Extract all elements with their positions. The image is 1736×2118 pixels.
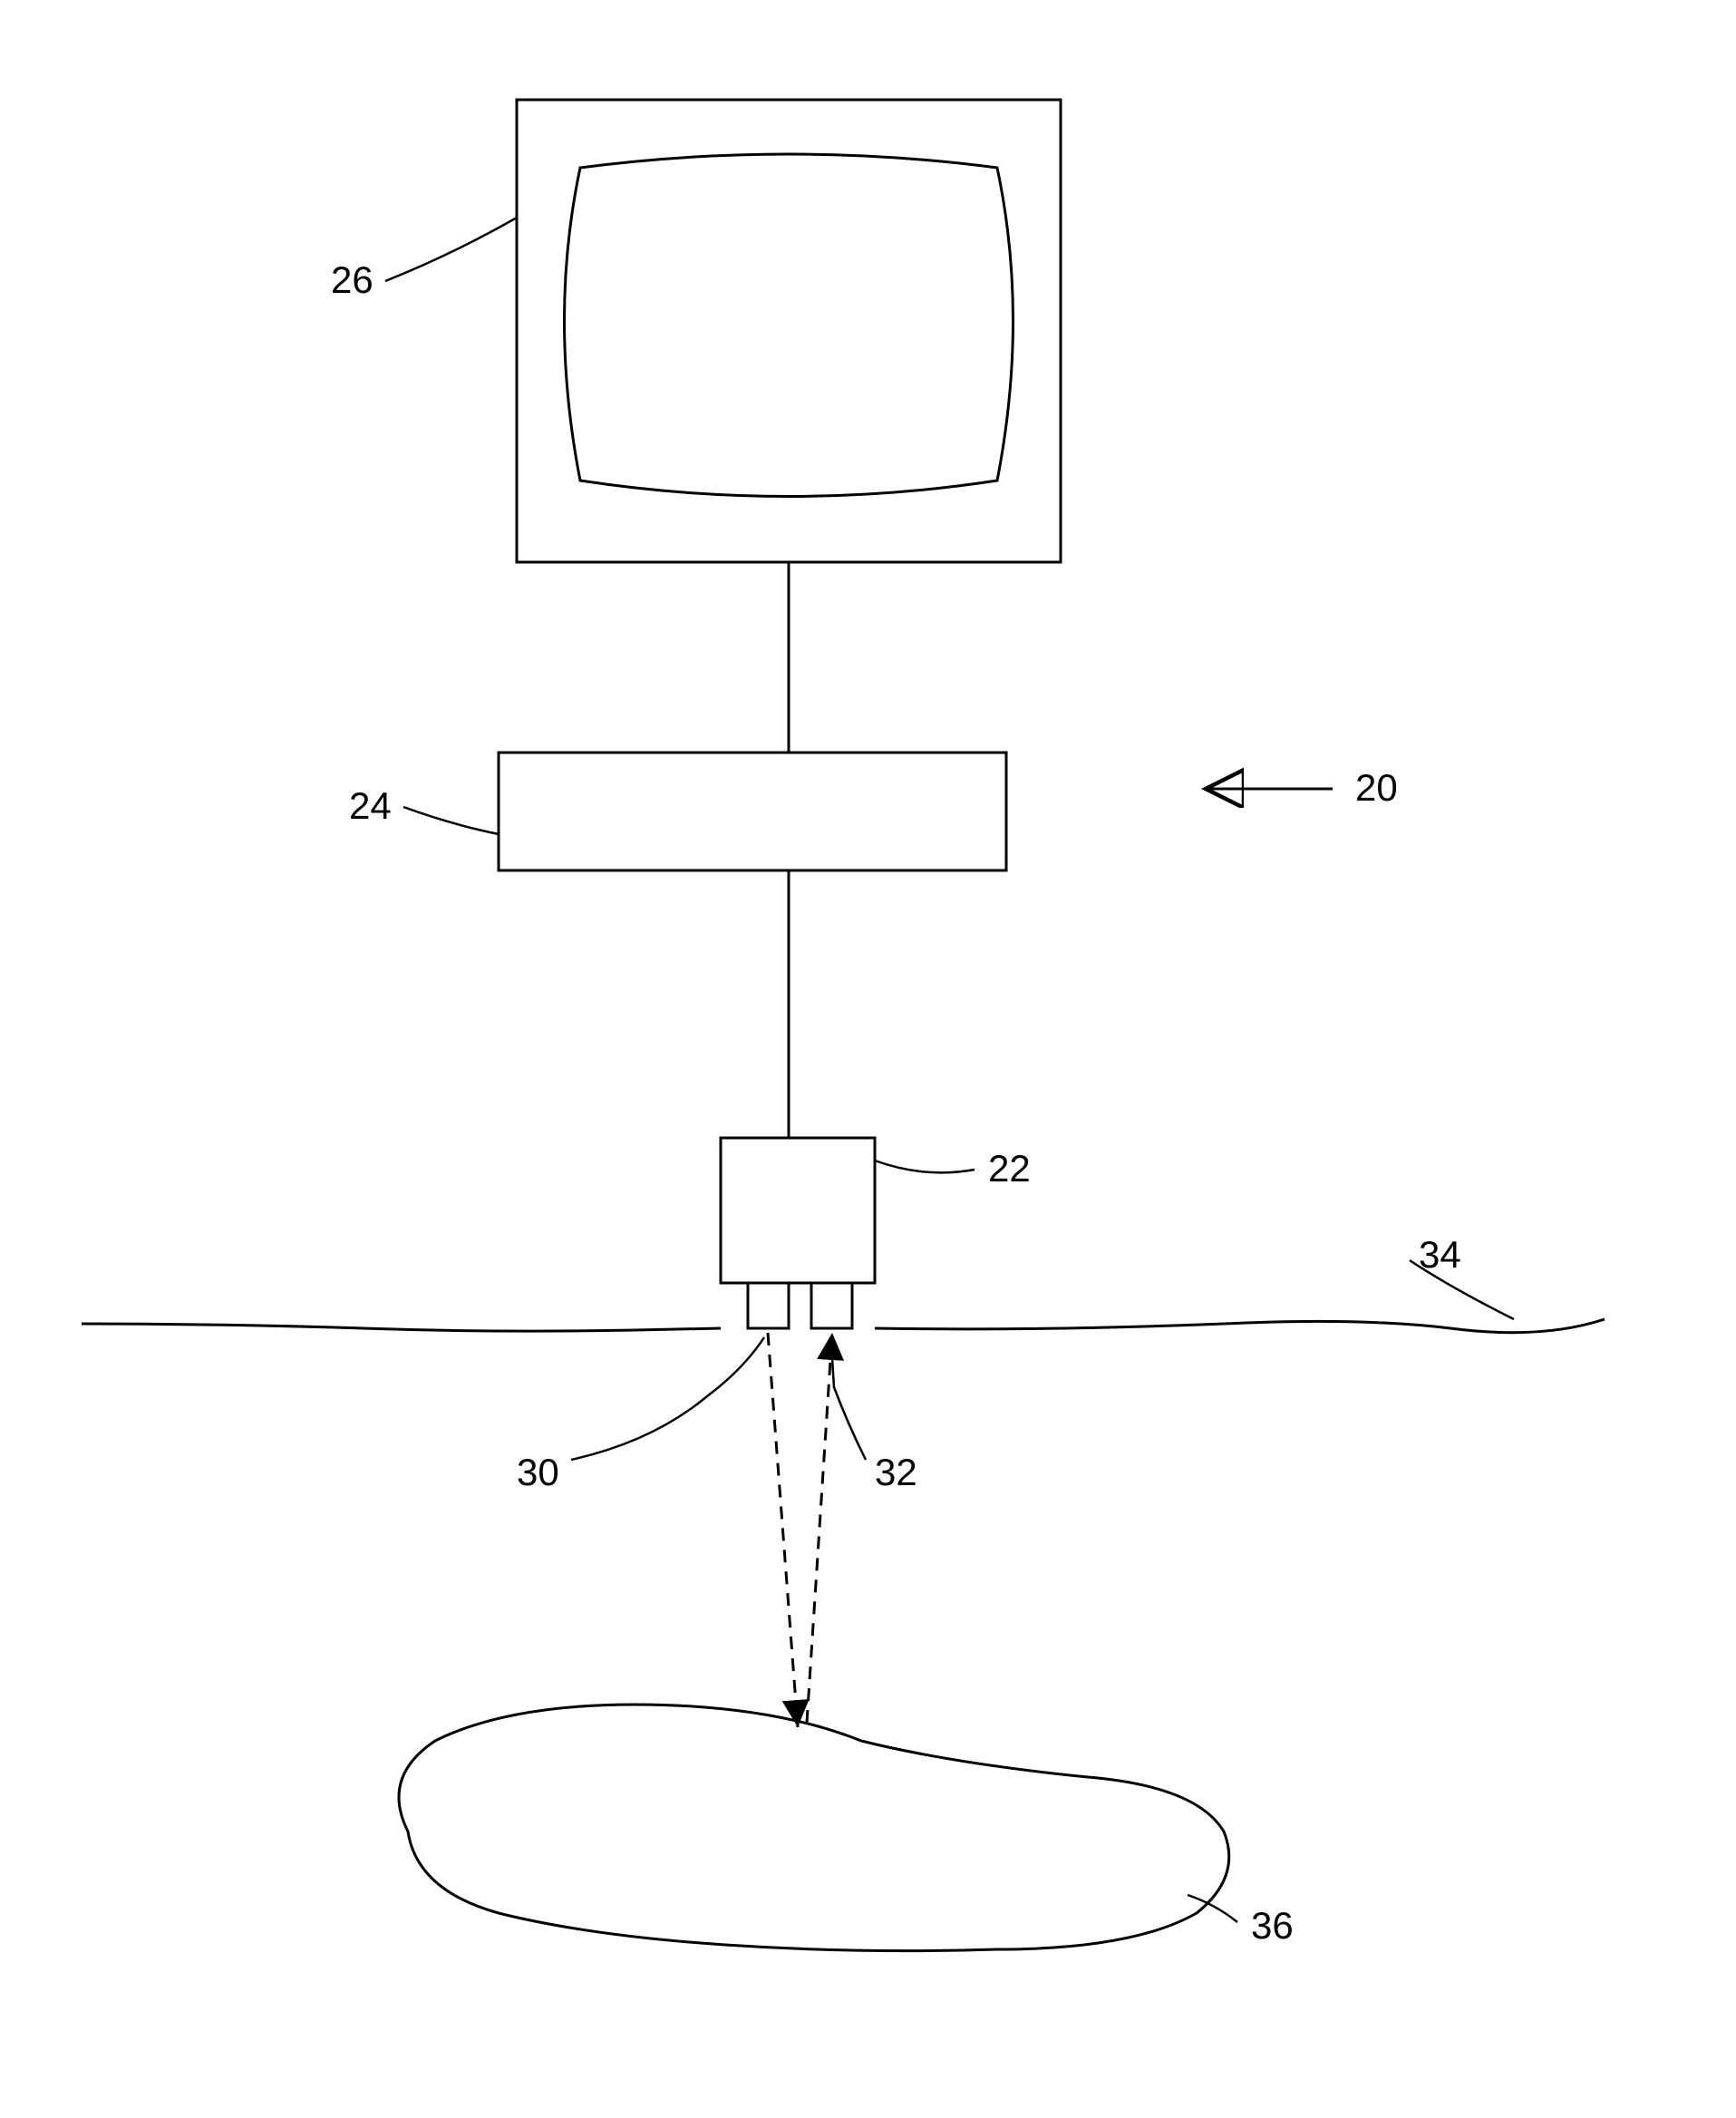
label-24: 24 xyxy=(349,784,392,828)
label-32: 32 xyxy=(875,1451,917,1494)
leader-32 xyxy=(831,1337,866,1460)
beam-up xyxy=(807,1333,832,1723)
transducer-prong-left xyxy=(748,1283,789,1328)
surface-line xyxy=(82,1319,1605,1333)
label-22: 22 xyxy=(988,1147,1031,1190)
transducer-body xyxy=(721,1138,875,1283)
leader-30 xyxy=(571,1337,764,1460)
label-26: 26 xyxy=(331,258,373,302)
label-30: 30 xyxy=(517,1451,559,1494)
diagram-svg xyxy=(0,0,1736,2118)
leader-26 xyxy=(385,218,517,281)
target-shape xyxy=(399,1705,1229,1951)
processor-box xyxy=(499,753,1006,870)
transducer-prong-right xyxy=(811,1283,852,1328)
monitor-outer xyxy=(517,100,1061,562)
label-36: 36 xyxy=(1251,1904,1294,1948)
label-20: 20 xyxy=(1355,766,1398,810)
beam-down xyxy=(768,1333,798,1727)
leader-22 xyxy=(875,1161,975,1172)
leader-24 xyxy=(403,807,499,834)
label-34: 34 xyxy=(1419,1233,1461,1277)
monitor-screen xyxy=(565,154,1013,497)
diagram-container: 26 24 22 20 30 32 34 36 xyxy=(0,0,1736,2118)
